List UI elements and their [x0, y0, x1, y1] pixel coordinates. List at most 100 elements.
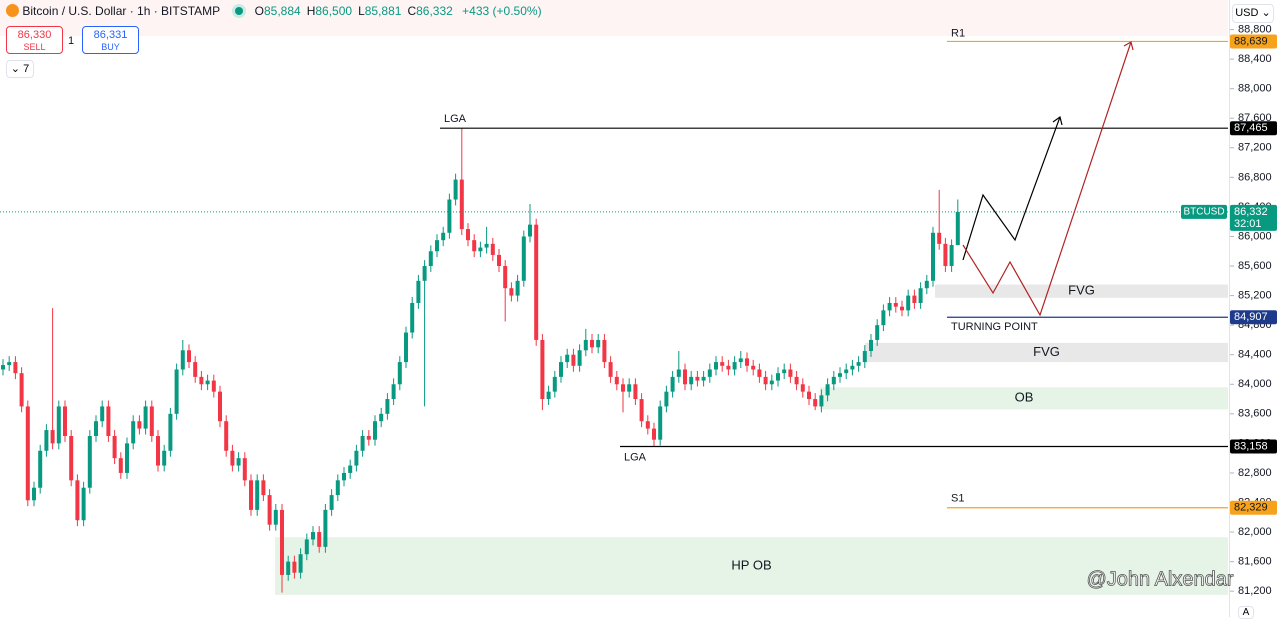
candle-body	[918, 288, 923, 303]
candle-body	[447, 199, 452, 233]
candle-body	[143, 406, 148, 429]
plot: FVG FVG OB HP OB R1 LGA TURNING POINT LGA S1	[0, 27, 1228, 595]
candle-body	[286, 561, 291, 575]
candle-body	[825, 384, 830, 396]
candle-body	[943, 243, 948, 267]
candle-body	[236, 458, 241, 466]
level-label: TURNING POINT	[951, 321, 1038, 333]
candle-body	[38, 450, 43, 488]
arrow-head	[1123, 41, 1134, 51]
candle-body	[416, 280, 421, 303]
candle-body	[391, 384, 396, 400]
header-band	[0, 0, 1228, 36]
candle-body	[763, 376, 768, 385]
indicators-toggle[interactable]: ⌄ 7	[6, 60, 34, 78]
price-badge-label: 82,329	[1234, 502, 1268, 514]
candle-body	[211, 380, 216, 392]
candle-body	[955, 211, 960, 246]
zone-label: FVG	[1033, 344, 1060, 359]
auto-scale[interactable]: A	[1238, 606, 1254, 619]
candle-body	[782, 369, 787, 374]
candle-body	[645, 421, 650, 429]
candle-body	[800, 384, 805, 392]
candle-body	[311, 532, 315, 540]
candle-body	[329, 495, 334, 510]
candle-body	[831, 376, 836, 385]
candle-body	[292, 561, 297, 573]
candle-body	[298, 554, 303, 573]
candle-body	[552, 376, 557, 392]
candle-body	[875, 325, 880, 340]
ohlc-value: 85,884	[263, 4, 301, 18]
currency: USD	[1235, 7, 1259, 19]
candle-body	[534, 224, 539, 340]
buy-button[interactable]: 86,331 BUY	[82, 26, 139, 54]
candle-body	[168, 413, 173, 451]
candle-body	[13, 362, 18, 374]
candle-body	[509, 288, 514, 296]
candle-body	[410, 302, 415, 333]
symbol: Bitcoin / U.S. Dollar · 1h · BITSTAMP	[22, 4, 220, 18]
candle-body	[906, 295, 911, 311]
candle-body	[149, 406, 154, 436]
change: +433 (+0.50%)	[462, 4, 542, 18]
candle-body	[472, 240, 477, 252]
candle-body	[106, 406, 111, 436]
candle-body	[354, 450, 359, 466]
candle-body	[887, 302, 892, 311]
candle-body	[1, 365, 5, 370]
sell-price: 86,330	[17, 29, 52, 41]
candle-body	[224, 421, 229, 451]
sell-label: SELL	[23, 42, 46, 52]
candle-body	[280, 509, 284, 575]
ohlc-key: C	[407, 4, 417, 18]
y-tick-label: 84,400	[1238, 349, 1272, 361]
candle-body	[497, 254, 501, 267]
candle-body	[317, 532, 322, 547]
candle-body	[949, 245, 954, 267]
price-badge-label: 88,639	[1234, 35, 1268, 47]
candle-body	[218, 391, 222, 422]
zone-label: FVG	[1068, 283, 1095, 298]
candle-body	[490, 243, 495, 255]
candle-body	[441, 232, 446, 241]
currency-select[interactable]: USD ⌄	[1232, 4, 1274, 23]
candle-body	[118, 458, 123, 473]
candle-body	[404, 332, 408, 363]
ohlc-value: 86,332	[416, 4, 453, 18]
candle-body	[428, 251, 433, 267]
candle-body	[862, 351, 867, 363]
candle-body	[683, 369, 687, 385]
btc-icon	[6, 4, 19, 17]
price-badge	[1230, 204, 1277, 231]
candle-body	[707, 369, 712, 377]
candle-body	[422, 266, 427, 281]
countdown: 32:01	[1234, 218, 1262, 230]
y-tick-label: 88,400	[1238, 53, 1272, 65]
candle-body	[81, 487, 86, 521]
candle-body	[385, 399, 390, 414]
buy-price: 86,331	[93, 29, 128, 41]
projection-path	[962, 41, 1132, 317]
candle-body	[453, 179, 458, 200]
watermark: @John Alxendar	[1086, 568, 1233, 590]
y-tick-label: 87,200	[1238, 142, 1272, 154]
candle-body	[366, 435, 371, 440]
candle-body	[540, 339, 545, 400]
price-badge	[1230, 310, 1277, 325]
candle-body	[50, 430, 55, 444]
ohlc-key: H	[306, 4, 316, 18]
candle-body	[69, 435, 74, 481]
sell-button[interactable]: 86,330 SELL	[6, 26, 63, 54]
candle-body	[466, 229, 470, 241]
zone	[820, 387, 1228, 410]
market-status	[235, 7, 244, 15]
candle-body	[813, 399, 818, 407]
candle-body	[559, 362, 563, 377]
candle-body	[701, 376, 706, 381]
price-badge	[1230, 121, 1277, 136]
y-tick-label: 81,200	[1238, 585, 1272, 597]
candle-body	[267, 495, 272, 525]
candle-body	[205, 380, 210, 385]
